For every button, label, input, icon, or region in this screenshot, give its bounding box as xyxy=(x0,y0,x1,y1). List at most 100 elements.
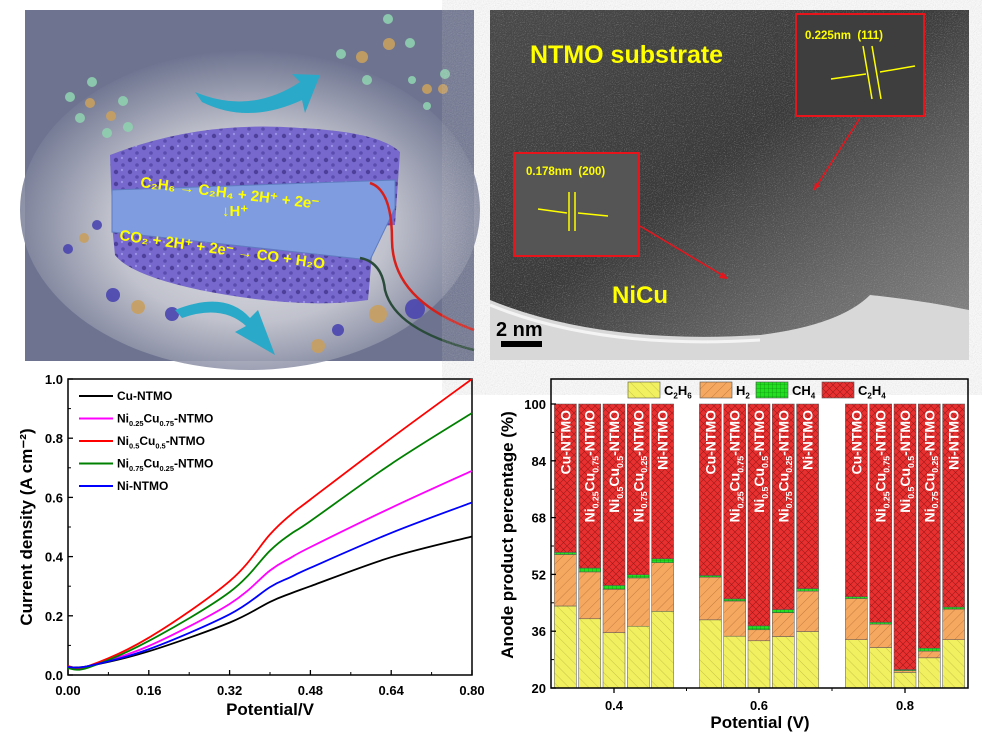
bar-C2H4-0.8-Ni0.25Cu0.75-NTMO xyxy=(869,403,892,623)
y-tick-label: 0.4 xyxy=(45,550,64,565)
y-tick-label: 20 xyxy=(532,681,546,696)
y-tick-label: 0.0 xyxy=(45,668,63,683)
bar-sample-label: Cu-NTMO xyxy=(848,410,864,475)
bar-H2-0.4-Ni0.75Cu0.25-NTMO xyxy=(627,577,650,627)
series-line-Ni0.75Cu0.25-NTMO xyxy=(67,412,473,671)
legend-label: Ni0.75​Cu0.25​-NTMO xyxy=(117,457,213,473)
bar-sample-label: Ni-NTMO xyxy=(655,410,671,470)
bar-C2H6-0.6-Ni0.25Cu0.75-NTMO xyxy=(723,635,746,689)
bar-C2H6-0.4-Ni0.25Cu0.75-NTMO xyxy=(578,618,601,689)
bar-C2H6-0.8-Ni0.75Cu0.25-NTMO xyxy=(918,657,941,689)
bar-CH4-0.6-Ni0.25Cu0.75-NTMO xyxy=(723,598,746,602)
bar-H2-0.8-Ni0.25Cu0.75-NTMO xyxy=(869,623,892,648)
tem-panel: NTMO substrate NiCu 0.225nm (111) 0.178n… xyxy=(489,10,969,360)
y-tick-label: 100 xyxy=(524,397,546,412)
y-tick-label: 1.0 xyxy=(45,372,63,387)
x-tick-label: 0.00 xyxy=(55,683,80,698)
bar-CH4-0.4-Cu-NTMO xyxy=(554,552,577,555)
bar-H2-0.6-Ni0.75Cu0.25-NTMO xyxy=(772,612,795,637)
bar-C2H4-0.8-Ni-NTMO xyxy=(942,403,965,608)
bar-H2-0.6-Cu-NTMO xyxy=(699,576,722,621)
scale-bar-label: 2 nm xyxy=(496,319,543,341)
y-axis-title: Current density (A cm⁻²) xyxy=(17,428,36,625)
x-axis-title: Potential (V) xyxy=(710,713,809,732)
bar-C2H6-0.8-Ni-NTMO xyxy=(942,639,965,689)
bar-C2H4-0.4-Ni0.5Cu0.5-NTMO xyxy=(602,403,626,586)
bar-CH4-0.6-Ni0.75Cu0.25-NTMO xyxy=(772,609,795,613)
inset-200-label: 0.178nm (200) xyxy=(526,166,605,178)
anode-product-chart: Cu-NTMO Ni0.25​Cu0.75​-NTMO Ni0.5​Cu0.5​-N… xyxy=(498,378,969,732)
bar-C2H6-0.6-Ni0.5Cu0.5-NTMO xyxy=(747,640,771,689)
legend-label: Ni-NTMO xyxy=(117,479,168,493)
bar-CH4-0.8-Ni-NTMO xyxy=(942,606,965,610)
bar-C2H6-0.4-Ni0.5Cu0.5-NTMO xyxy=(602,632,626,689)
x-tick-label: 0.8 xyxy=(896,698,914,713)
schematic-panel: C₂H₆ → C₂H₄ + 2H⁺ + 2e⁻ ↓H⁺ CO₂ + 2H⁺ + … xyxy=(20,10,480,370)
bar-CH4-0.8-Cu-NTMO xyxy=(845,596,868,599)
legend-label: Cu-NTMO xyxy=(117,389,172,403)
membrane xyxy=(111,179,396,261)
bar-C2H4-0.4-Ni-NTMO xyxy=(651,403,674,560)
bar-sample-label: Ni-NTMO xyxy=(946,410,962,470)
bar-H2-0.4-Ni-NTMO xyxy=(651,562,674,612)
bar-C2H6-0.4-Cu-NTMO xyxy=(554,605,577,689)
bar-CH4-0.8-Ni0.25Cu0.75-NTMO xyxy=(869,622,892,625)
bar-sample-label: Ni0.75​Cu0.25​-NTMO xyxy=(921,410,940,522)
inset-200: 0.178nm (200) xyxy=(513,152,728,279)
legend-label: C2​H6​ xyxy=(664,383,692,401)
bar-C2H4-0.8-Cu-NTMO xyxy=(845,403,868,598)
series-line-Ni0.25Cu0.75-NTMO xyxy=(67,469,473,669)
y-tick-label: 52 xyxy=(532,567,546,582)
bar-sample-label: Ni0.5​Cu0.5​-NTMO xyxy=(751,410,770,513)
bar-H2-0.6-Ni0.25Cu0.75-NTMO xyxy=(723,600,746,637)
y-axis-title: Anode product percentage (%) xyxy=(498,411,517,658)
legend-swatch xyxy=(627,381,661,399)
series-line-Ni-NTMO xyxy=(67,501,473,669)
bar-C2H4-0.6-Ni0.75Cu0.25-NTMO xyxy=(772,403,795,610)
bar-C2H6-0.6-Cu-NTMO xyxy=(699,619,722,689)
x-tick-label: 0.48 xyxy=(298,683,323,698)
green-wire xyxy=(359,256,475,352)
y-tick-label: 84 xyxy=(532,454,547,469)
legend-swatch xyxy=(821,381,855,399)
y-tick-label: 0.8 xyxy=(45,431,63,446)
bar-C2H4-0.8-Ni0.75Cu0.25-NTMO xyxy=(918,403,941,649)
inset-111: 0.225nm (111) xyxy=(795,13,925,191)
substrate-label: NTMO substrate xyxy=(530,41,723,69)
series-line-Ni0.5Cu0.5-NTMO xyxy=(67,378,473,670)
bar-H2-0.4-Ni0.5Cu0.5-NTMO xyxy=(602,589,626,633)
bar-C2H4-0.6-Ni-NTMO xyxy=(796,403,819,589)
legend-label: Ni0.5​Cu0.5​-NTMO xyxy=(117,434,205,450)
bar-H2-0.8-Ni0.5Cu0.5-NTMO xyxy=(893,670,917,673)
bar-C2H6-0.8-Cu-NTMO xyxy=(845,639,868,689)
bar-H2-0.8-Ni0.75Cu0.25-NTMO xyxy=(918,650,941,659)
inflow-arrow-icon xyxy=(195,74,320,114)
inset-111-label: 0.225nm (111) xyxy=(805,30,883,42)
red-wire xyxy=(369,181,475,332)
x-tick-label: 0.6 xyxy=(750,698,768,713)
legend-swatch xyxy=(755,381,789,399)
bar-sample-label: Cu-NTMO xyxy=(702,410,718,475)
bar-C2H6-0.8-Ni0.25Cu0.75-NTMO xyxy=(869,647,892,689)
bar-CH4-0.6-Ni0.5Cu0.5-NTMO xyxy=(747,625,771,631)
bar-CH4-0.4-Ni-NTMO xyxy=(651,558,674,563)
molecule-icons xyxy=(63,14,450,353)
bar-sample-label: Ni0.75​Cu0.25​-NTMO xyxy=(775,410,794,522)
outflow-arrow-icon xyxy=(175,301,275,355)
legend-label: CH4​ xyxy=(792,383,816,401)
bar-H2-0.8-Ni-NTMO xyxy=(942,608,965,640)
bar-C2H6-0.6-Ni0.75Cu0.25-NTMO xyxy=(772,636,795,689)
bar-CH4-0.4-Ni0.5Cu0.5-NTMO xyxy=(602,585,626,590)
x-axis-title: Potential/V xyxy=(226,700,315,719)
x-tick-label: 0.16 xyxy=(136,683,161,698)
bar-sample-label: Ni0.25​Cu0.75​-NTMO xyxy=(873,410,892,522)
bar-C2H6-0.6-Ni-NTMO xyxy=(796,631,819,689)
bar-C2H6-0.8-Ni0.5Cu0.5-NTMO xyxy=(893,672,917,689)
bar-H2-0.4-Ni0.25Cu0.75-NTMO xyxy=(578,571,601,620)
legend-label: C2​H4​ xyxy=(858,383,886,401)
bar-CH4-0.6-Cu-NTMO xyxy=(699,575,722,578)
bar-C2H4-0.4-Cu-NTMO xyxy=(554,403,577,553)
scale-bar xyxy=(501,341,542,347)
y-tick-label: 0.6 xyxy=(45,490,63,505)
